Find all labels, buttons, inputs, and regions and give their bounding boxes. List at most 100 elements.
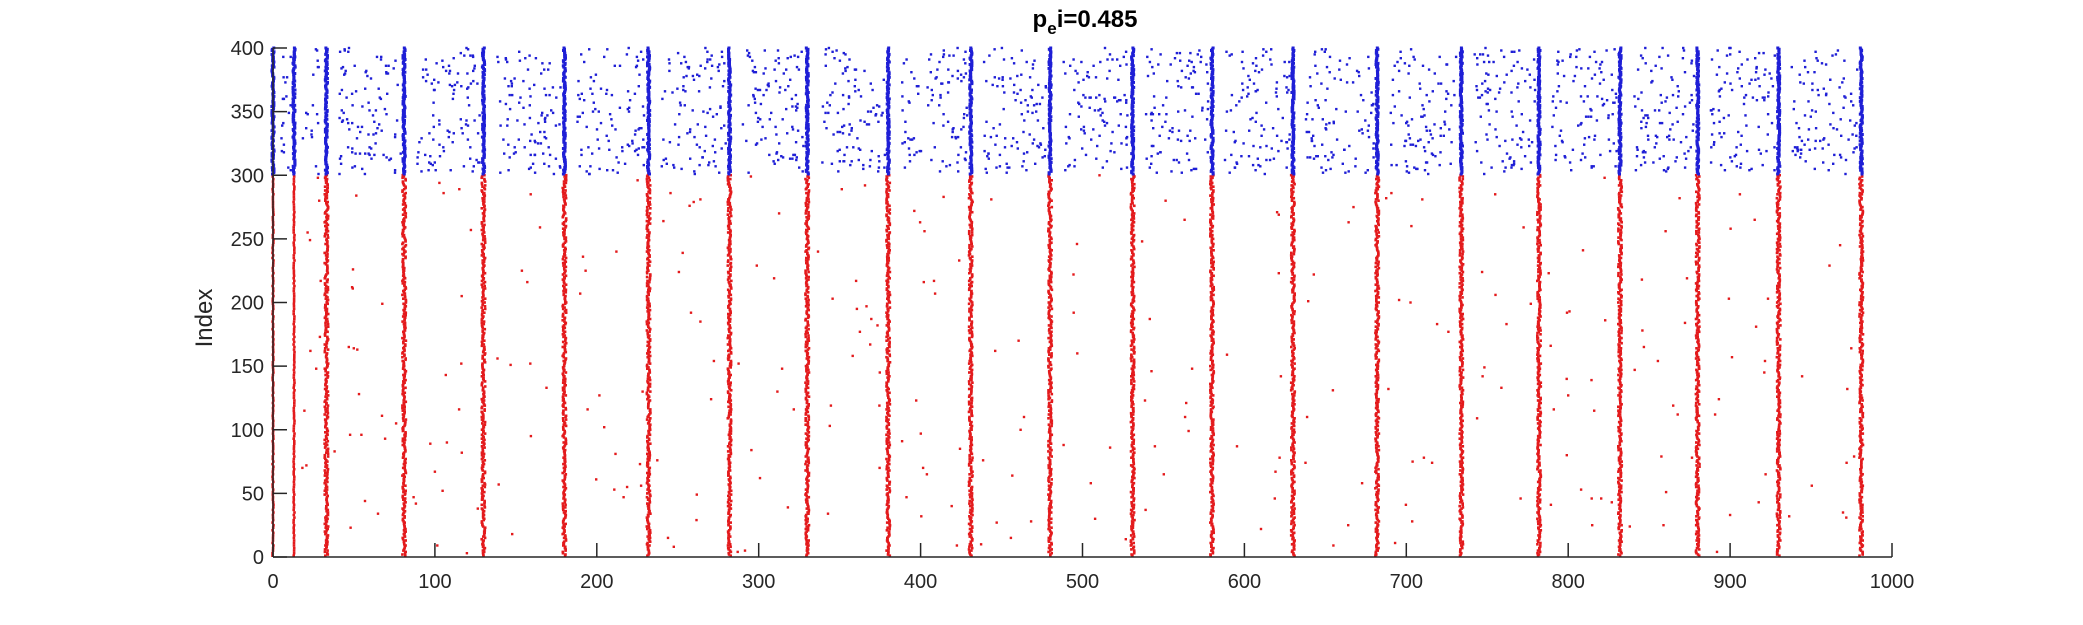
excitatory-spike [404,431,407,434]
excitatory-spike [326,338,330,341]
excitatory-spike [804,537,808,541]
excitatory-spike [480,418,484,421]
excitatory-spike [1374,338,1377,341]
excitatory-spike [1047,394,1050,397]
excitatory-spike [1290,359,1293,363]
excitatory-spike [404,357,407,360]
excitatory-spike [1047,259,1051,262]
excitatory-spike [401,406,404,410]
excitatory-spike [646,377,650,381]
excitatory-spike [1459,243,1462,247]
excitatory-spike [970,368,974,372]
excitatory-spike [968,429,971,433]
excitatory-spike [325,352,329,355]
excitatory-spike [806,420,810,424]
excitatory-spike [1374,437,1377,440]
excitatory-spike [1536,465,1540,468]
excitatory-spike [480,520,484,523]
excitatory-spike [729,265,733,269]
excitatory-spike [1537,330,1541,334]
excitatory-spike [1376,326,1379,330]
excitatory-spike [1376,494,1379,498]
excitatory-spike [648,453,652,457]
excitatory-spike [729,247,732,251]
excitatory-spike [564,196,568,200]
excitatory-spike [648,536,652,540]
excitatory-spike [563,246,567,250]
excitatory-spike [728,313,732,317]
excitatory-spike [969,523,972,527]
excitatory-spike [1374,406,1378,410]
excitatory-spike [647,523,650,527]
excitatory-spike [729,359,733,363]
excitatory-spike [1458,310,1461,313]
excitatory-spike [1461,376,1465,379]
excitatory-spike [1049,489,1052,493]
excitatory-spike [482,229,485,233]
excitatory-spike [1538,383,1541,387]
excitatory-spike [482,265,485,269]
excitatory-spike [1461,493,1465,496]
excitatory-spike [1374,336,1378,340]
excitatory-spike [324,408,327,411]
excitatory-spike [806,450,810,453]
excitatory-spike [480,228,484,232]
excitatory-spike [1375,297,1378,300]
excitatory-spike [1132,497,1136,500]
excitatory-spike [1049,383,1053,387]
excitatory-spike [1132,377,1135,381]
excitatory-spike [971,245,974,248]
excitatory-spike [325,441,328,444]
excitatory-spike [325,231,328,234]
excitatory-spike [1292,408,1296,411]
excitatory-spike [969,534,973,537]
excitatory-spike [647,201,650,205]
excitatory-spike [293,361,296,364]
excitatory-spike [728,392,731,396]
excitatory-spike [483,198,486,201]
excitatory-spike [1539,544,1542,547]
excitatory-spike [564,414,568,418]
excitatory-spike [886,233,889,237]
excitatory-spike [403,353,406,356]
excitatory-spike [888,353,891,356]
excitatory-spike [1211,451,1215,454]
excitatory-spike [726,246,730,250]
excitatory-spike [1460,315,1464,318]
excitatory-spike [325,401,328,405]
excitatory-spike [1212,443,1215,447]
excitatory-spike [726,380,730,383]
excitatory-spike [888,181,892,185]
excitatory-spike [1374,375,1378,378]
excitatory-spike [1130,324,1133,327]
excitatory-spike [646,324,650,327]
excitatory-spike [326,186,329,190]
excitatory-spike [970,259,974,262]
excitatory-spike [1459,394,1463,397]
excitatory-spike [1049,485,1052,489]
excitatory-spike [647,237,650,241]
excitatory-spike [970,335,974,339]
excitatory-spike [646,335,650,339]
excitatory-spike [293,399,296,402]
excitatory-spike [481,400,484,404]
excitatory-spike [970,389,973,392]
excitatory-spike [1209,464,1212,467]
excitatory-spike [885,415,888,419]
excitatory-spike [1048,327,1051,331]
excitatory-spike [729,406,732,410]
excitatory-spike [401,282,405,285]
excitatory-spike [887,247,891,251]
excitatory-spike [293,401,296,405]
excitatory-spike [886,494,890,498]
excitatory-spike [1129,508,1133,512]
excitatory-spike [1292,181,1296,185]
excitatory-spike [805,530,808,533]
excitatory-spike [647,372,650,376]
excitatory-spike [326,325,330,328]
excitatory-spike [1048,274,1052,278]
excitatory-spike [402,249,406,252]
excitatory-spike [1461,338,1465,341]
excitatory-spike [888,293,892,297]
excitatory-spike [970,247,973,251]
